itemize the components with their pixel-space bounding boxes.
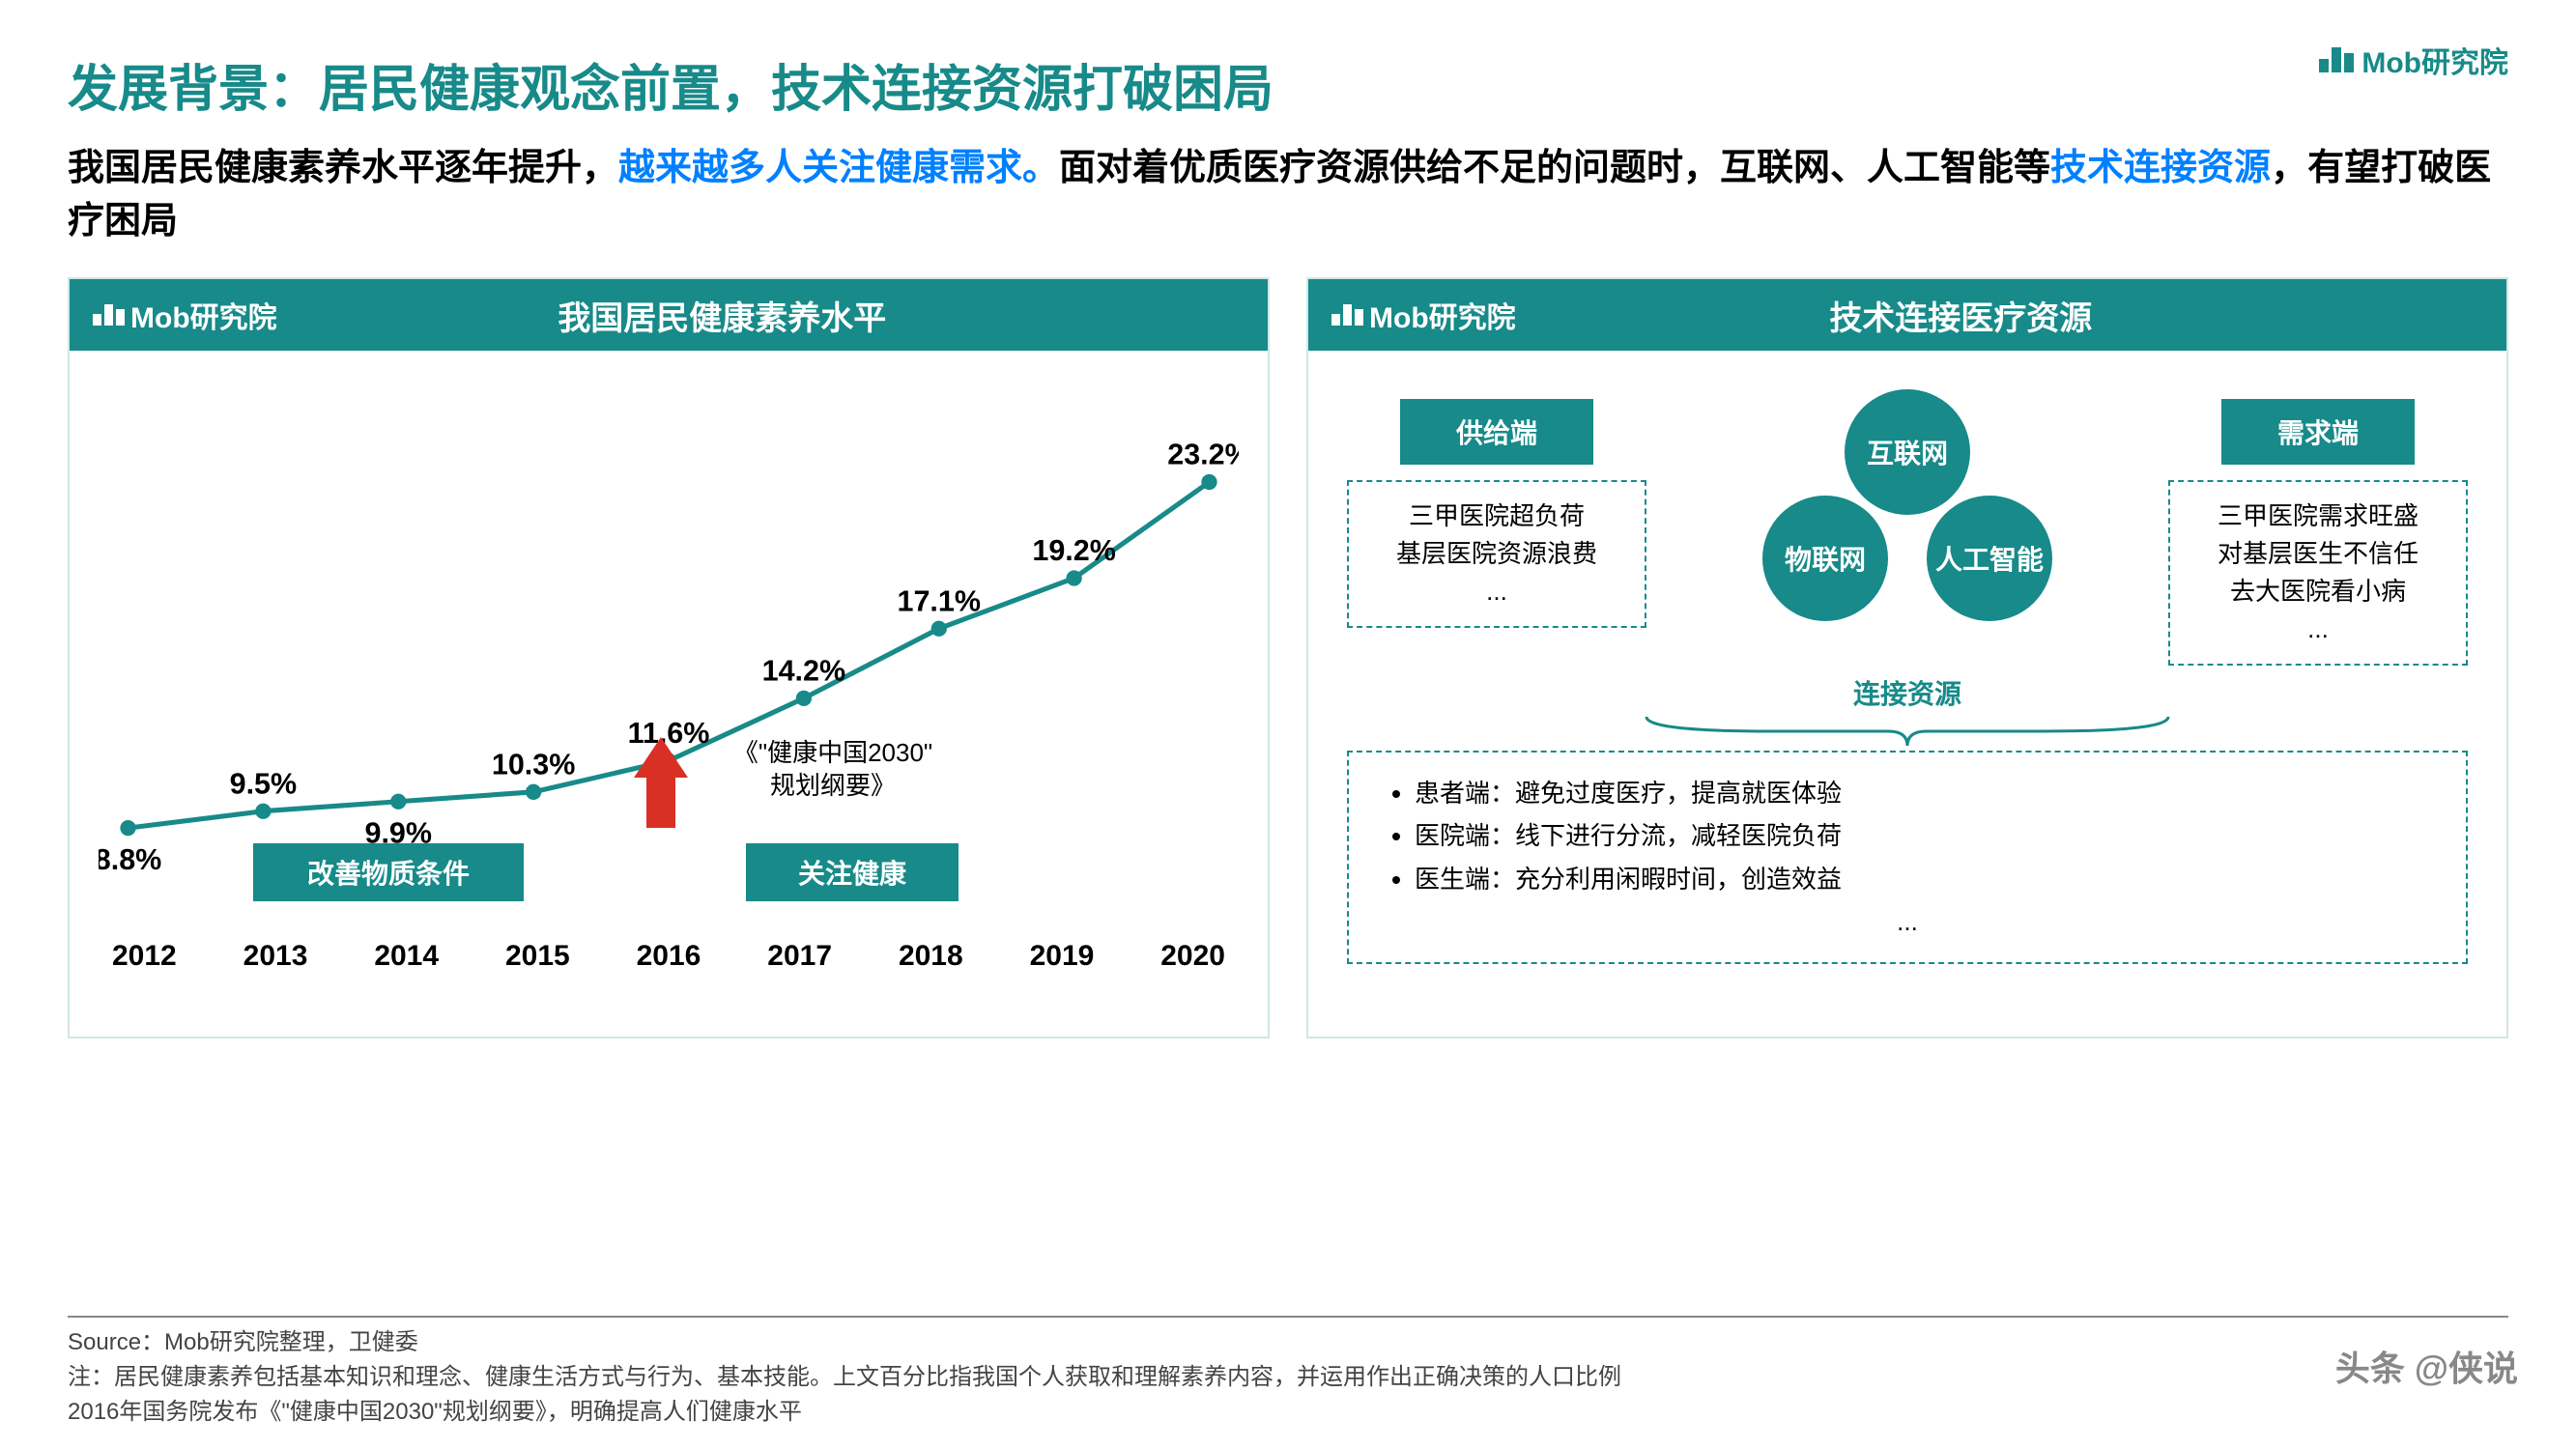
footer-note2: 2016年国务院发布《"健康中国2030"规划纲要》，明确提高人们健康水平 [68,1395,2508,1430]
footer-source: Source：Mob研究院整理，卫健委 [68,1325,2508,1360]
x-tick: 2018 [899,940,963,973]
supply-box: 三甲医院超负荷 基层医院资源浪费 ... [1347,480,1646,628]
subtitle-seg3: 面对着优质医疗资源供给不足的问题时，互联网、人工智能等 [1059,148,2050,188]
page-subtitle: 我国居民健康素养水平逐年提升，越来越多人关注健康需求。面对着优质医疗资源供给不足… [68,142,2508,248]
left-panel: Mob研究院 我国居民健康素养水平 8.8%9.5%9.9%10.3%11.6%… [68,277,1270,1038]
logo-bars-icon [2319,47,2354,72]
subtitle-seg4: 技术连接资源 [2050,148,2271,188]
svg-text:14.2%: 14.2% [762,655,845,688]
panel-logo: Mob研究院 [1331,294,1516,336]
phase-1-label: 改善物质条件 [253,843,524,901]
x-axis: 2012 2013 2014 2015 2016 2017 2018 2019 2020 [99,940,1239,973]
supply-label: 供给端 [1400,399,1593,465]
x-tick: 2017 [767,940,832,973]
x-tick: 2015 [505,940,570,973]
x-tick: 2013 [243,940,308,973]
panels-row: Mob研究院 我国居民健康素养水平 8.8%9.5%9.9%10.3%11.6%… [68,277,2508,1038]
circle-iot: 物联网 [1762,496,1888,621]
supply-column: 供给端 三甲医院超负荷 基层医院资源浪费 ... [1347,399,1646,628]
phase-2-label: 关注健康 [746,843,959,901]
benefit-hospital: 医院端：线下进行分流，减轻医院负荷 [1415,814,2433,857]
benefit-patient: 患者端：避免过度医疗，提高就医体验 [1415,772,2433,814]
demand-box: 三甲医院需求旺盛 对基层医生不信任 去大医院看小病 ... [2168,480,2468,666]
brand-logo: Mob研究院 [2319,39,2508,81]
svg-text:10.3%: 10.3% [492,749,575,781]
benefit-ellipsis: ... [1382,900,2433,943]
title-prefix: 发展背景： [68,62,319,118]
demand-label: 需求端 [2221,399,2415,465]
left-panel-title: 我国居民健康素养水平 [316,292,1245,339]
panel-logo: Mob研究院 [93,294,277,336]
brace-icon [1347,712,2468,751]
circle-internet: 互联网 [1845,389,1970,515]
tech-circles: 互联网 物联网 人工智能 [1743,399,2072,631]
arrow-up-icon [634,737,688,828]
footer: Source：Mob研究院整理，卫健委 注：居民健康素养包括基本知识和理念、健康… [68,1316,2508,1430]
right-panel: Mob研究院 技术连接医疗资源 供给端 三甲医院超负荷 基层医院资源浪费 ...… [1306,277,2508,1038]
logo-bars-icon [93,304,125,326]
panel-logo-text: Mob研究院 [130,294,277,336]
page-title: 发展背景：居民健康观念前置，技术连接资源打破困局 [68,48,2508,121]
svg-text:17.1%: 17.1% [897,585,980,618]
resource-diagram: 供给端 三甲医院超负荷 基层医院资源浪费 ... 互联网 物联网 人工智能 需求… [1308,351,2506,1008]
x-tick: 2016 [637,940,701,973]
line-chart: 8.8%9.5%9.9%10.3%11.6%14.2%17.1%19.2%23.… [70,351,1268,1008]
logo-text: Mob研究院 [2361,39,2508,81]
subtitle-seg2: 越来越多人关注健康需求。 [618,148,1059,188]
connect-label: 连接资源 [1347,673,2468,712]
left-panel-header: Mob研究院 我国居民健康素养水平 [70,279,1268,351]
logo-bars-icon [1331,304,1363,326]
benefit-doctor: 医生端：充分利用闲暇时间，创造效益 [1415,858,2433,900]
panel-logo-text: Mob研究院 [1369,294,1516,336]
svg-text:9.5%: 9.5% [230,768,298,801]
benefits-box: 患者端：避免过度医疗，提高就医体验 医院端：线下进行分流，减轻医院负荷 医生端：… [1347,751,2468,964]
right-panel-header: Mob研究院 技术连接医疗资源 [1308,279,2506,351]
svg-text:19.2%: 19.2% [1032,534,1115,567]
x-tick: 2014 [374,940,439,973]
circle-ai: 人工智能 [1927,496,2052,621]
x-tick: 2019 [1030,940,1095,973]
x-tick: 2012 [112,940,177,973]
right-panel-title: 技术连接医疗资源 [1555,292,2483,339]
policy-annotation: 《"健康中国2030" 规划纲要》 [707,737,959,803]
policy-annotation-text: 《"健康中国2030" 规划纲要》 [733,738,932,800]
footer-note1: 注：居民健康素养包括基本知识和理念、健康生活方式与行为、基本技能。上文百分比指我… [68,1360,2508,1395]
chart-svg: 8.8%9.5%9.9%10.3%11.6%14.2%17.1%19.2%23.… [99,389,1239,911]
title-rest: 居民健康观念前置，技术连接资源打破困局 [319,62,1274,118]
svg-text:23.2%: 23.2% [1167,439,1239,471]
subtitle-seg1: 我国居民健康素养水平逐年提升， [68,148,618,188]
demand-column: 需求端 三甲医院需求旺盛 对基层医生不信任 去大医院看小病 ... [2168,399,2468,666]
svg-text:8.8%: 8.8% [99,843,161,876]
x-tick: 2020 [1160,940,1225,973]
watermark: 头条 @侠说 [2335,1341,2518,1391]
